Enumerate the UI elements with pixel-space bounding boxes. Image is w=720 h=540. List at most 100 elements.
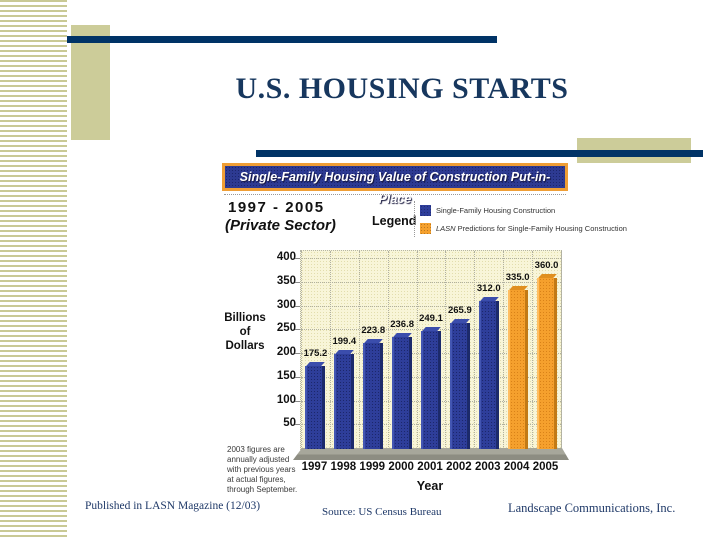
gridline xyxy=(532,251,534,449)
x-tick-label: 2004 xyxy=(503,461,530,473)
bar-top-face xyxy=(335,350,355,355)
y-tick-mark xyxy=(295,424,300,426)
x-tick-label: 2001 xyxy=(417,461,443,473)
bar-top-face xyxy=(479,296,499,301)
bar-top-face xyxy=(422,326,441,331)
x-tick-label: 2003 xyxy=(474,461,501,473)
bar-1998 xyxy=(334,350,355,449)
y-tick-label: 400 xyxy=(276,251,296,263)
bar-2001 xyxy=(421,326,441,449)
footnote-line: 2003 figures are xyxy=(227,445,285,454)
y-axis-title-line: of xyxy=(239,326,251,338)
gridline xyxy=(301,258,561,259)
bar-top-face xyxy=(393,332,412,337)
slide-title: U.S. HOUSING STARTS xyxy=(235,72,569,105)
bar-value-label: 249.1 xyxy=(419,312,443,324)
footnote-line: annually adjusted xyxy=(227,455,290,464)
y-axis-title-line: Dollars xyxy=(225,340,265,352)
y-tick-mark xyxy=(295,329,300,331)
footer-publication: Published in LASN Magazine (12/03) xyxy=(85,500,261,512)
bar-2002 xyxy=(449,318,470,449)
top-divider-bar xyxy=(67,36,497,43)
y-tick-label: 300 xyxy=(276,298,296,311)
chart-sector-label: (Private Sector) xyxy=(225,217,336,234)
plot-area: 175.2 199.4 223.8 236.8 249.1 265.9 312.0 335.0… xyxy=(300,250,562,450)
y-axis-title-line: Billions xyxy=(224,312,266,324)
y-tick-mark xyxy=(295,281,300,283)
gridline xyxy=(474,251,476,449)
chart-floor xyxy=(293,448,569,460)
bar-value-label: 265.9 xyxy=(447,304,472,316)
legend-item: LASN Predictions for Single-Family Housi… xyxy=(420,219,627,237)
x-tick-label: 1998 xyxy=(330,461,357,473)
chart-footnote: 2003 figures are annually adjusted with pr… xyxy=(227,445,307,495)
gridline xyxy=(445,251,447,449)
x-tick-label: 1999 xyxy=(359,461,386,473)
footer-company: Landscape Communications, Inc. xyxy=(508,501,676,515)
chart-banner-title: Single-Family Housing Value of Construct… xyxy=(222,163,568,206)
y-tick-mark xyxy=(295,305,300,307)
bar-top-face xyxy=(451,318,470,323)
legend-swatch-prediction xyxy=(420,222,431,234)
gridline xyxy=(561,251,562,449)
y-tick-mark xyxy=(295,258,300,259)
gridline xyxy=(503,251,505,449)
legend-item: Single-Family Housing Construction xyxy=(420,201,627,219)
bar-top-face xyxy=(364,338,384,343)
bar-2000 xyxy=(392,332,413,449)
banner-separator xyxy=(224,194,566,195)
legend-divider xyxy=(414,201,415,237)
x-tick-label: 2000 xyxy=(388,461,414,473)
y-tick-mark xyxy=(295,400,300,402)
gridline xyxy=(329,251,331,449)
chart-period-label: 1997 - 2005 xyxy=(228,199,325,216)
y-tick-label: 150 xyxy=(276,369,296,382)
footnote-line: through September. xyxy=(227,485,298,494)
gridline xyxy=(301,281,561,283)
bar-value-label: 335.0 xyxy=(505,271,530,283)
bar-value-label: 223.8 xyxy=(361,324,386,336)
gridline xyxy=(301,251,302,449)
y-tick-label: 50 xyxy=(283,417,296,430)
bar-2005 xyxy=(536,274,557,449)
bar-value-label: 360.0 xyxy=(534,260,559,271)
x-tick-label: 2005 xyxy=(532,461,559,473)
y-tick-label: 100 xyxy=(276,393,296,406)
chart-figure: Single-Family Housing Value of Construct… xyxy=(222,163,627,497)
footer-source: Source: US Census Bureau xyxy=(322,506,442,518)
bar-top-face xyxy=(537,274,557,278)
legend: Single-Family Housing Construction LASN P… xyxy=(420,201,627,237)
gridline xyxy=(301,305,561,307)
bar-value-label: 312.0 xyxy=(476,282,501,294)
gridline xyxy=(416,251,418,449)
bar-value-label: 175.2 xyxy=(303,347,328,359)
legend-title: Legend xyxy=(372,214,417,228)
footnote-line: with previous years xyxy=(227,465,296,474)
x-axis-title: Year xyxy=(416,479,444,493)
bar-2003 xyxy=(478,296,499,449)
y-tick-mark xyxy=(295,353,300,354)
x-tick-label: 2002 xyxy=(446,461,472,473)
y-tick-label: 250 xyxy=(276,322,296,335)
y-tick-mark xyxy=(295,376,300,378)
top-left-accent-block xyxy=(71,25,110,140)
legend-swatch-actual xyxy=(420,204,431,216)
legend-item-label: Single-Family Housing Construction xyxy=(436,205,556,215)
y-axis-title: Billions of Dollars xyxy=(222,311,268,353)
x-tick-label: 1997 xyxy=(301,461,328,473)
gridline xyxy=(387,251,389,449)
y-tick-label: 200 xyxy=(276,346,296,358)
left-stripe-decoration xyxy=(0,0,67,540)
gridline xyxy=(358,251,360,449)
y-tick-label: 350 xyxy=(276,274,296,287)
middle-divider-bar xyxy=(256,150,703,157)
bar-value-label: 199.4 xyxy=(332,336,357,348)
bar-value-label: 236.8 xyxy=(390,318,414,330)
footnote-line: at actual figures, xyxy=(227,475,286,484)
legend-item-label: LASN Predictions for Single-Family Housi… xyxy=(436,223,627,233)
bar-2004 xyxy=(507,285,528,449)
bar-top-face xyxy=(508,285,528,290)
bar-top-face xyxy=(306,361,326,366)
bar-1997 xyxy=(305,361,326,449)
